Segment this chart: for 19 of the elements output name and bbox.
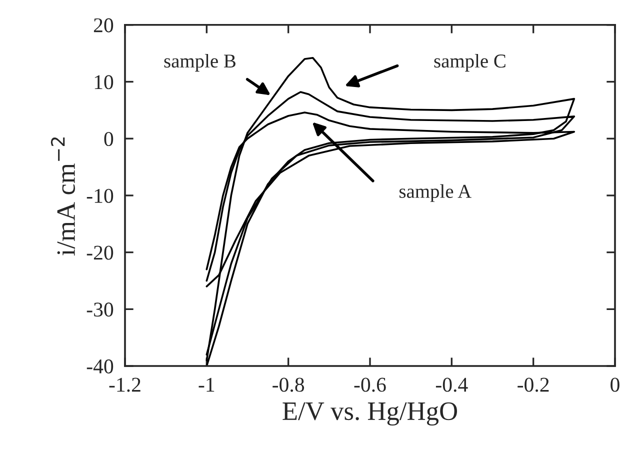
y-tick-label: 10 bbox=[94, 75, 114, 90]
x-tick-label: -0.6 bbox=[354, 378, 386, 392]
x-tick-label: -0.4 bbox=[436, 378, 468, 392]
y-tick-label: 20 bbox=[94, 18, 114, 32]
y-axis-title: i/mA cm$^{−2}$ bbox=[50, 137, 75, 256]
y-tick-label: -20 bbox=[86, 246, 114, 260]
annotation: sample A bbox=[400, 184, 472, 202]
x-tick-label: 0 bbox=[610, 378, 620, 392]
x-tick-label: -1.2 bbox=[109, 378, 140, 392]
x-axis-title: E/V vs. Hg/HgO bbox=[282, 402, 458, 426]
x-tick-label: -0.8 bbox=[272, 378, 304, 392]
y-tick-label: -10 bbox=[86, 188, 114, 203]
x-tick-label: -0.2 bbox=[518, 378, 549, 392]
annotation: sample C bbox=[434, 54, 506, 72]
y-tick-label: -40 bbox=[86, 359, 114, 374]
annotation: sample B bbox=[164, 54, 236, 72]
x-tick-label: -1 bbox=[198, 378, 214, 392]
y-tick-label: 0 bbox=[104, 132, 114, 146]
y-tick-label: -30 bbox=[86, 302, 114, 317]
